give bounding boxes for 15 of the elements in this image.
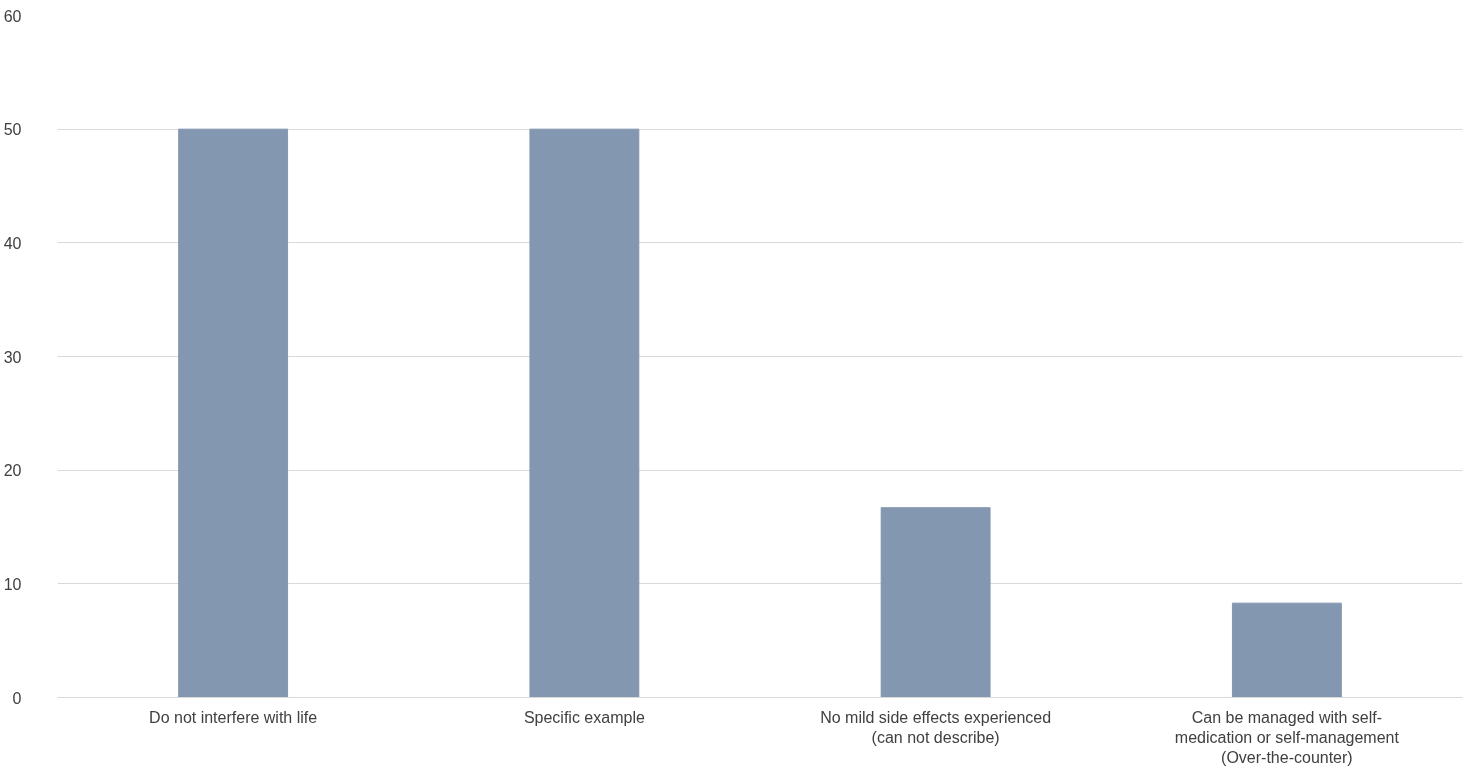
y-tick-label: 0: [12, 689, 22, 707]
bar: [880, 507, 991, 698]
y-tick-label: 20: [3, 462, 22, 480]
bar: [178, 128, 289, 698]
y-tick-label: 60: [3, 7, 22, 25]
x-tick-label: No mild side effects experienced (can not describe): [820, 708, 1052, 746]
y-tick-label: 30: [3, 348, 22, 366]
y-tick-label: 40: [3, 234, 22, 252]
bar: [1231, 602, 1342, 698]
y-tick-label: 10: [3, 575, 22, 593]
x-tick-label: Specific example: [523, 708, 645, 726]
x-tick-label: Do not interfere with life: [149, 708, 318, 726]
x-tick-label: Can be managed with self- medication or self-management (Over-the-counter): [1174, 708, 1400, 767]
bar: [529, 128, 640, 698]
y-tick-label: 50: [3, 121, 22, 139]
